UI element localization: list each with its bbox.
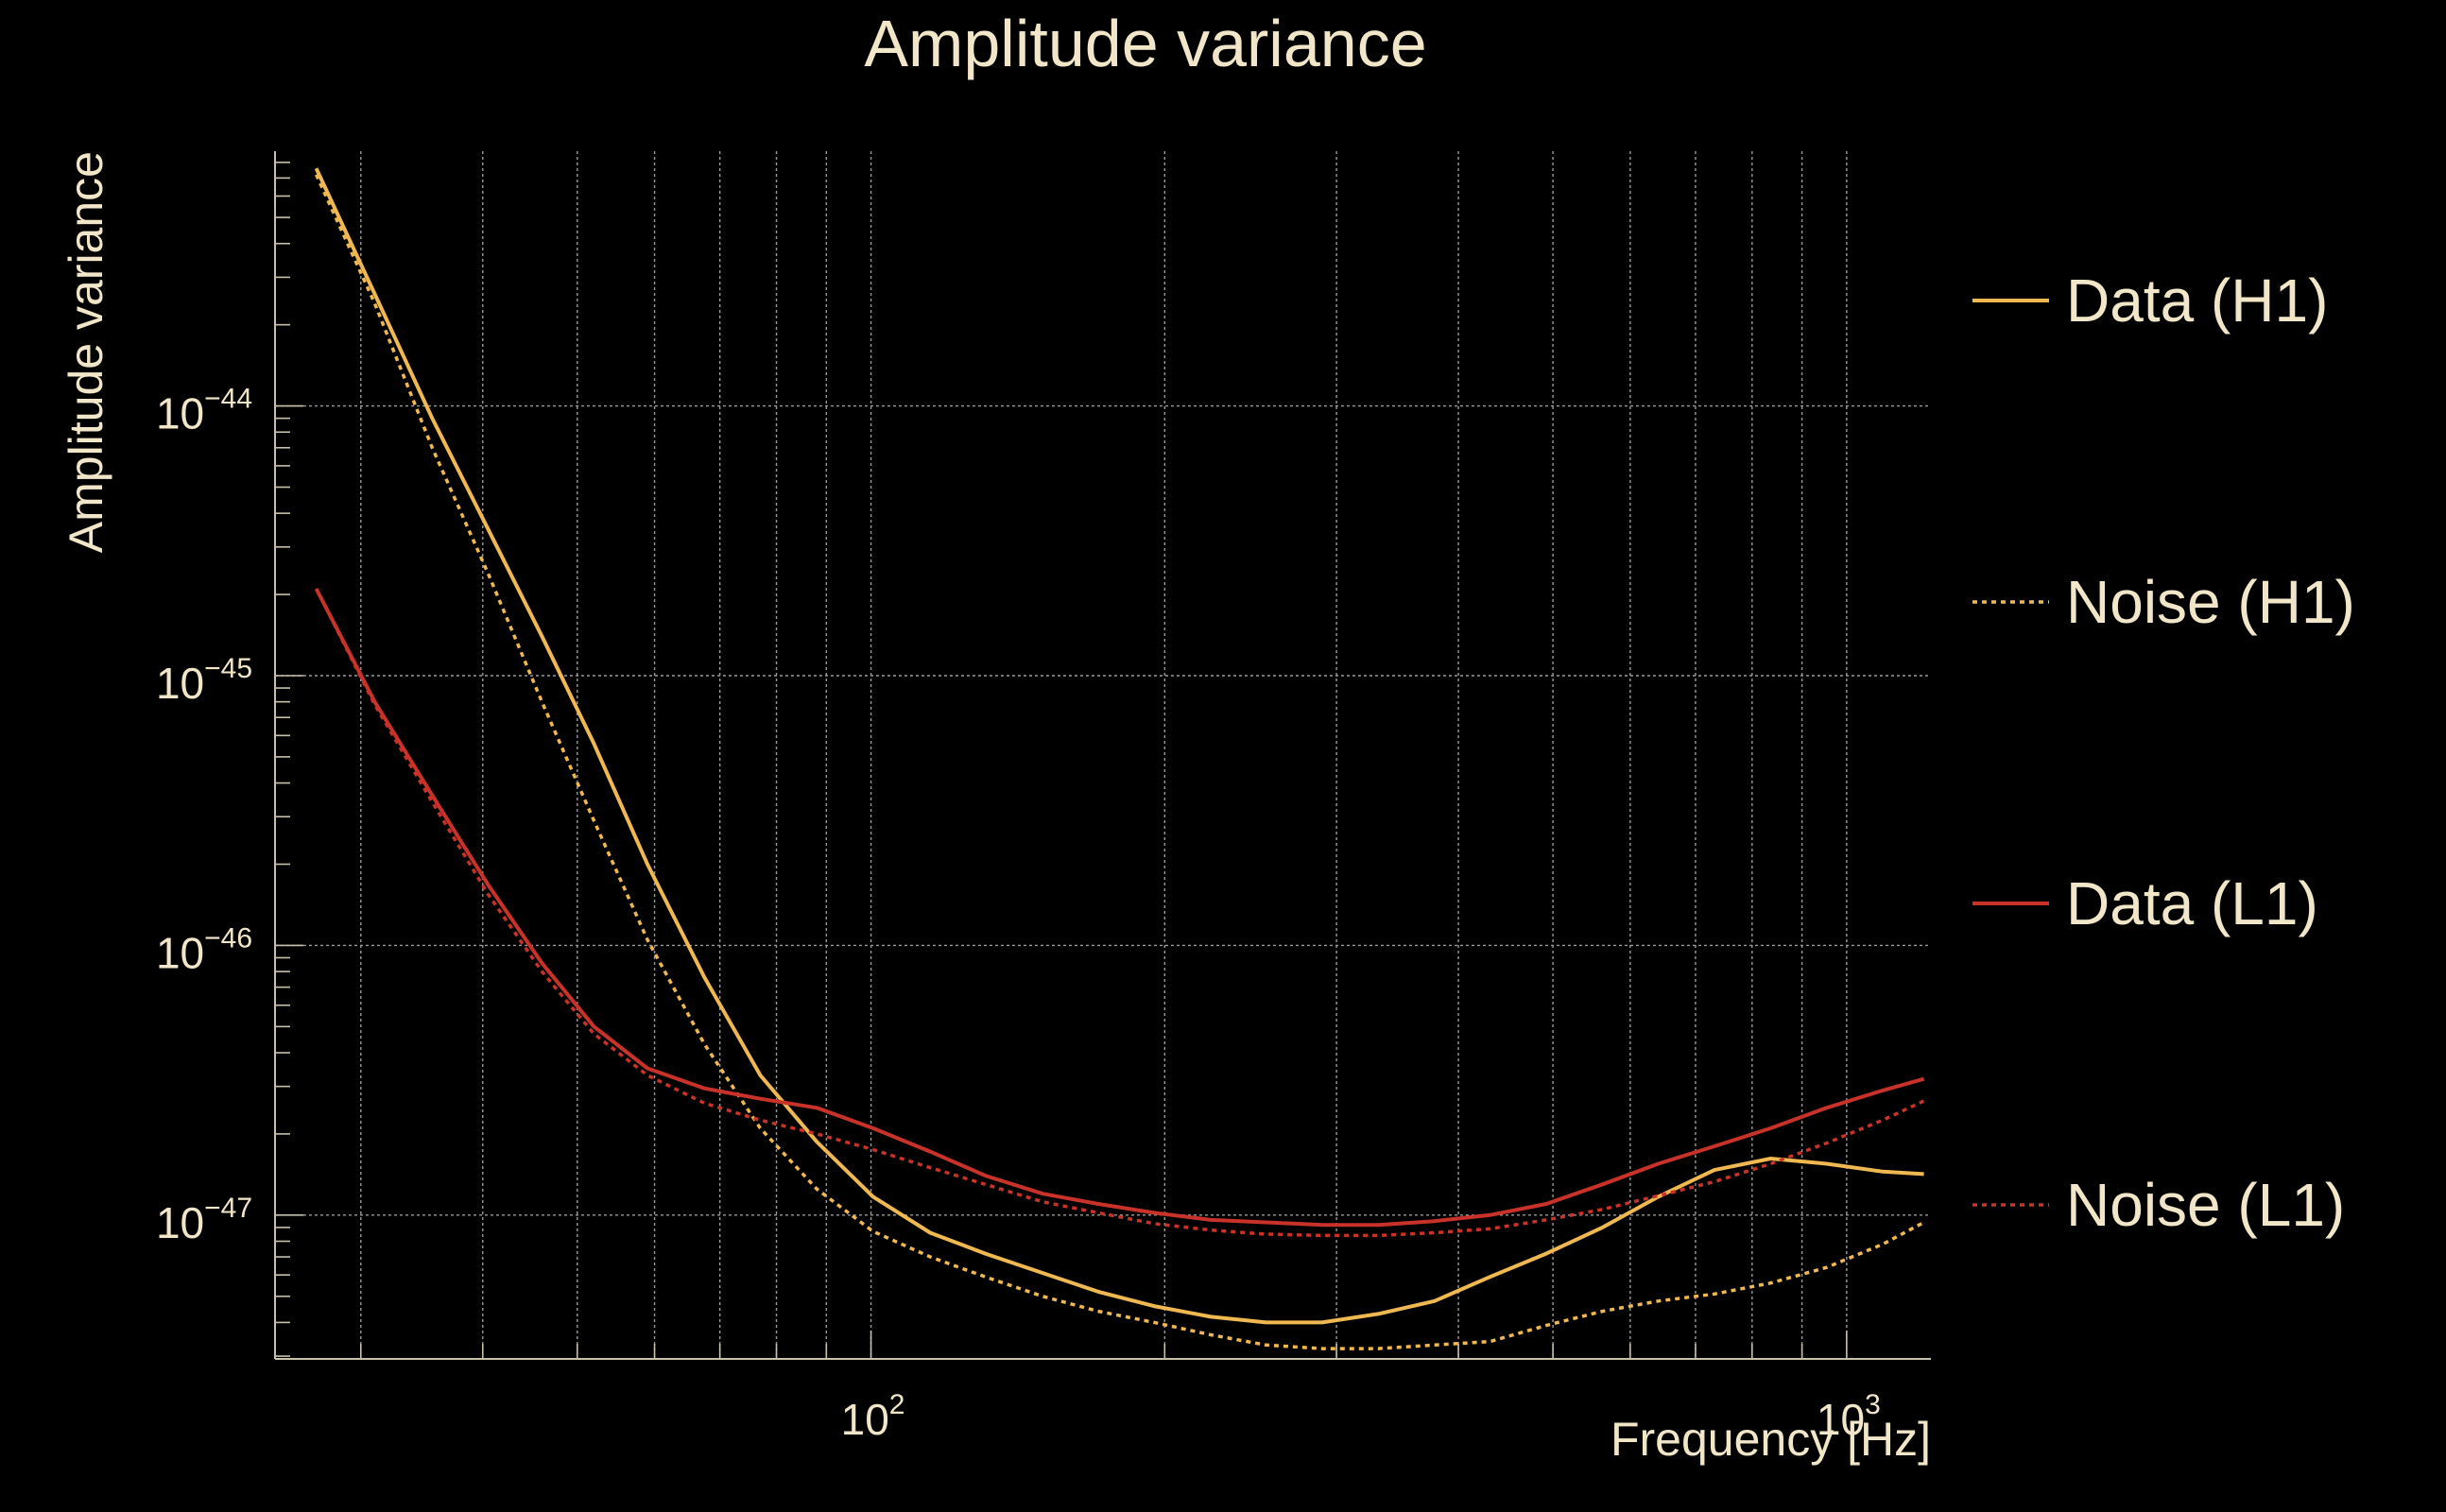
x-axis-label: Frequency [Hz] [1611, 1413, 1931, 1466]
legend-label: Noise (L1) [2066, 1171, 2345, 1239]
series-line-noise-l1 [315, 588, 1925, 1238]
y-tick-base: 10 [156, 389, 204, 438]
y-tick-exponent: −44 [204, 384, 252, 415]
legend-item-data-l1: Data (L1) [1972, 869, 2318, 937]
axes [274, 151, 1931, 1360]
y-tick-label: 10−47 [156, 1193, 252, 1247]
y-tick-base: 10 [156, 659, 204, 708]
legend-item-noise-h1: Noise (H1) [1972, 568, 2355, 636]
plot-area [314, 167, 1925, 1350]
y-tick-exponent: −45 [204, 653, 252, 684]
y-tick-label: 10−44 [156, 384, 252, 438]
series-line-data-l1 [314, 588, 1925, 1228]
y-tick-exponent: −47 [204, 1193, 252, 1224]
legend-label: Data (L1) [2066, 869, 2318, 937]
y-axis-label: Amplitude variance [60, 151, 112, 553]
x-tick-label: 103 [1817, 1389, 1881, 1444]
series-line-data-h1 [314, 167, 1924, 1325]
x-tick-exponent: 2 [889, 1389, 905, 1420]
x-tick-label: 102 [841, 1389, 905, 1444]
x-tick-base: 10 [1817, 1395, 1865, 1444]
legend-label: Noise (H1) [2066, 568, 2355, 636]
y-tick-base: 10 [156, 928, 204, 977]
chart-title: Amplitude variance [864, 7, 1426, 80]
labels: Amplitude variance Frequency [Hz] Amplit… [60, 7, 1931, 1466]
y-tick-exponent: −46 [204, 922, 252, 954]
grid [275, 151, 1931, 1359]
legend-label: Data (H1) [2066, 266, 2328, 335]
y-tick-base: 10 [156, 1198, 204, 1247]
y-tick-label: 10−46 [156, 922, 252, 977]
y-tick-label: 10−45 [156, 653, 252, 708]
x-tick-exponent: 3 [1865, 1389, 1881, 1420]
legend-item-data-h1: Data (H1) [1972, 266, 2328, 335]
x-tick-base: 10 [841, 1395, 889, 1444]
legend: Data (H1) Noise (H1) Data (L1) Noise (L1) [1972, 266, 2355, 1239]
series-line-noise-h1 [315, 174, 1925, 1350]
legend-item-noise-l1: Noise (L1) [1972, 1171, 2345, 1239]
